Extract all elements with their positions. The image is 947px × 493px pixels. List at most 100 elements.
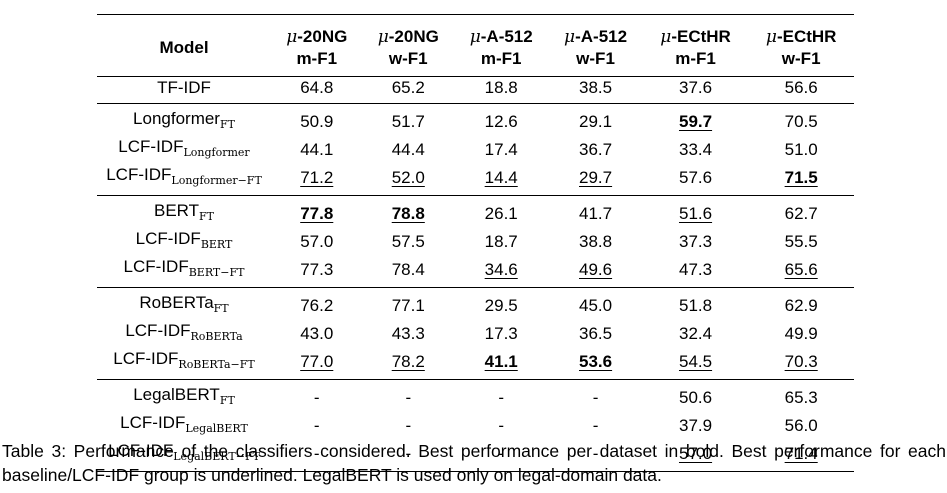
cell: 37.9 [678,415,713,435]
cell: - [405,415,412,435]
model-name: RoBERTaFT [97,286,271,320]
cell: 71.4 [748,439,854,472]
cell: 17.4 [484,139,518,159]
cell: 50.9 [271,102,363,136]
cell: 64.8 [300,78,334,98]
dataset-name: -20NG [297,26,348,46]
cell: 17.3 [484,323,518,343]
dataset-name: -A-512 [480,26,533,46]
column-header: μ-20NG m-F1 [271,14,363,77]
cell: 51.0 [784,139,818,159]
model-name: LongformerFT [97,102,271,136]
cell: - [271,439,363,472]
cell: 37.3 [678,231,713,251]
cell: 50.6 [642,378,749,412]
table-row: LCF-IDFRoBERTa 43.0 43.3 17.3 36.5 32.4 … [97,320,854,348]
table-row: LCF-IDFLegalBERT−FT - - - - 57.0 71.4 [97,439,854,472]
cell: 41.1 [484,351,518,371]
cell: 56.6 [784,78,818,98]
cell: 36.5 [579,323,613,343]
header-row: Model μ-20NG m-F1 μ-20NG w-F1 μ-A-512 m-F1 … [97,14,854,77]
cell: - [592,415,599,435]
cell: 71.5 [784,167,818,187]
cell: 33.4 [678,139,713,159]
cell: 62.7 [748,194,854,228]
cell: 45.0 [548,286,643,320]
cell: - [313,415,320,435]
cell: 62.9 [748,286,854,320]
column-header: μ-A-512 m-F1 [454,14,549,77]
model-name: LCF-IDFRoBERTa−FT [113,348,255,371]
cell: 49.6 [579,259,613,279]
cell: 47.3 [678,259,713,279]
cell: 43.0 [300,323,334,343]
cell: 29.1 [548,102,643,136]
metric-name: m-F1 [675,48,716,68]
cell: 37.6 [678,78,713,98]
cell: 53.6 [579,351,613,371]
cell: 43.3 [391,323,425,343]
column-header: μ-ECtHR m-F1 [642,14,749,77]
cell: 57.0 [300,231,334,251]
cell: 32.4 [678,323,713,343]
cell: 57.0 [642,439,749,472]
table-row: LegalBERTFT - - - - 50.6 65.3 [97,378,854,412]
cell: 29.7 [579,167,613,187]
cell: 14.4 [484,167,518,187]
cell: 77.1 [362,286,455,320]
cell: 41.7 [548,194,643,228]
column-header: μ-ECtHR w-F1 [748,14,854,77]
model-name: LCF-IDFLegalBERT [120,412,248,435]
cell: 65.3 [748,378,854,412]
cell: 38.8 [579,231,613,251]
cell: - [548,439,643,472]
dataset-name: -ECtHR [776,26,837,46]
table-row: LCF-IDFLegalBERT - - - - 37.9 56.0 [97,412,854,440]
table-row: LCF-IDFRoBERTa−FT 77.0 78.2 41.1 53.6 54… [97,348,854,380]
cell: 52.0 [391,167,425,187]
table-row: LCF-IDFBERT 57.0 57.5 18.7 38.8 37.3 55.… [97,228,854,256]
cell: - [548,378,643,412]
metric-name: w-F1 [781,48,821,68]
results-table: Model μ-20NG m-F1 μ-20NG w-F1 μ-A-512 m-F1 … [97,14,854,472]
model-name: LCF-IDFBERT−FT [123,256,245,279]
model-name: LCF-IDFLongformer−FT [106,164,262,187]
cell: 78.2 [391,351,425,371]
cell: 77.3 [300,259,334,279]
table-row: BERTFT 77.8 78.8 26.1 41.7 51.6 62.7 [97,194,854,228]
table-caption: Table 3: Performance of the classifiers … [2,441,946,485]
cell: - [498,415,505,435]
cell: - [362,439,455,472]
cell: 51.8 [642,286,749,320]
cell: 78.8 [362,194,455,228]
metric-name: m-F1 [296,48,338,68]
cell: 44.1 [300,139,334,159]
cell: - [454,439,549,472]
table-row: LCF-IDFLongformer 44.1 44.4 17.4 36.7 33… [97,136,854,164]
mu-symbol: μ [286,26,298,47]
model-name: LCF-IDFRoBERTa [125,320,243,343]
cell: - [362,378,455,412]
cell: 78.4 [391,259,425,279]
cell: 51.7 [362,102,455,136]
model-name: LCF-IDFLegalBERT−FT [97,439,271,472]
cell: - [271,378,363,412]
cell: - [454,378,549,412]
model-name: LegalBERTFT [97,378,271,412]
cell: 51.6 [642,194,749,228]
cell: 36.7 [579,139,613,159]
cell: 49.9 [784,323,818,343]
mu-symbol: μ [564,26,576,47]
model-name: BERTFT [97,194,271,228]
table-row: LCF-IDFBERT−FT 77.3 78.4 34.6 49.6 47.3 … [97,256,854,288]
cell: 29.5 [454,286,549,320]
cell: 59.7 [642,102,749,136]
metric-name: w-F1 [576,48,615,68]
cell: 57.5 [391,231,425,251]
model-name: TF-IDF [157,78,211,98]
model-column-header: Model [97,14,271,77]
mu-symbol: μ [660,26,672,47]
column-header: μ-A-512 w-F1 [548,14,643,77]
cell: 65.2 [391,78,425,98]
cell: 70.5 [748,102,854,136]
